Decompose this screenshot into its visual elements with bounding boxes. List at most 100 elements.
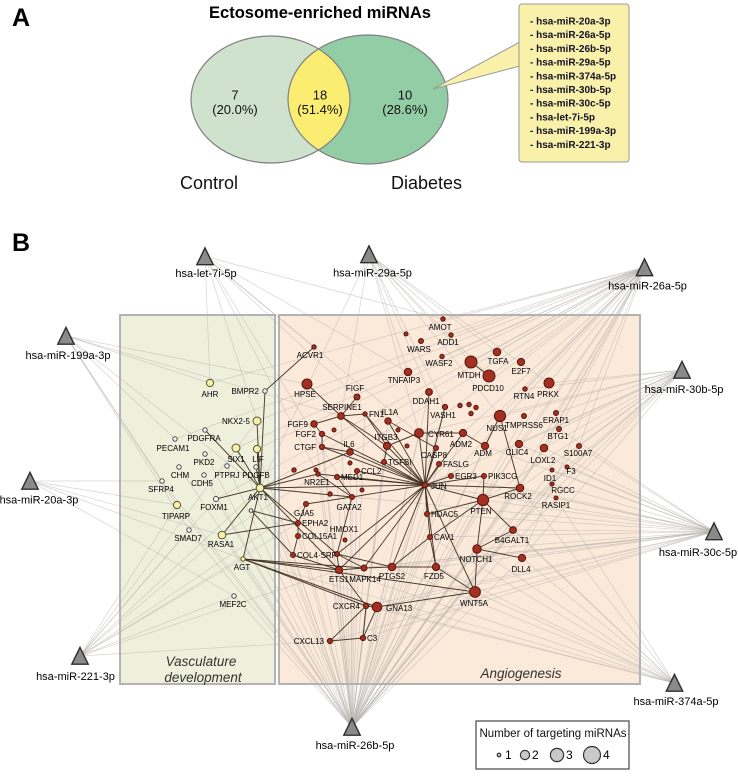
svg-text:- hsa-miR-26a-5p: - hsa-miR-26a-5p	[530, 30, 611, 41]
svg-text:hsa-miR-30c-5p: hsa-miR-30c-5p	[659, 547, 737, 559]
svg-text:ID1: ID1	[544, 474, 557, 483]
svg-text:TGFA: TGFA	[488, 357, 510, 366]
svg-text:S100A7: S100A7	[564, 449, 593, 458]
svg-text:- hsa-miR-374a-5p: - hsa-miR-374a-5p	[530, 71, 616, 82]
svg-text:ADD1: ADD1	[437, 338, 459, 347]
svg-text:FOXM1: FOXM1	[200, 503, 228, 512]
svg-text:MAPK14: MAPK14	[349, 575, 381, 584]
svg-text:Vasculature: Vasculature	[166, 654, 237, 669]
svg-text:EGR3: EGR3	[455, 472, 477, 481]
svg-text:- hsa-miR-29a-5p: - hsa-miR-29a-5p	[530, 58, 611, 69]
svg-text:DLL4: DLL4	[511, 565, 531, 574]
svg-text:CLIC4: CLIC4	[506, 448, 529, 457]
svg-text:GNA13: GNA13	[386, 604, 413, 613]
svg-text:VASH1: VASH1	[430, 411, 456, 420]
svg-text:MTDH: MTDH	[457, 371, 480, 380]
svg-text:CAV1: CAV1	[434, 533, 455, 542]
svg-text:NOTCH1: NOTCH1	[460, 555, 493, 564]
svg-text:CXCL13: CXCL13	[294, 637, 325, 646]
svg-text:CDH5: CDH5	[191, 479, 213, 488]
svg-text:EPHA2: EPHA2	[302, 519, 329, 528]
svg-text:BTG1: BTG1	[548, 432, 569, 441]
svg-text:IL6: IL6	[343, 440, 355, 449]
svg-text:JUN: JUN	[431, 482, 447, 491]
svg-text:(28.6%): (28.6%)	[382, 102, 428, 117]
svg-text:MEF2C: MEF2C	[219, 600, 246, 609]
svg-text:hsa-miR-26b-5p: hsa-miR-26b-5p	[316, 740, 395, 752]
svg-text:MED1: MED1	[341, 473, 364, 482]
svg-text:COL15A1: COL15A1	[302, 532, 338, 541]
svg-text:ETS1: ETS1	[329, 575, 350, 584]
svg-text:(51.4%): (51.4%)	[297, 102, 343, 117]
svg-text:CTGF: CTGF	[294, 443, 316, 452]
svg-text:AKT1: AKT1	[248, 493, 269, 502]
svg-text:FGF9: FGF9	[288, 420, 309, 429]
svg-text:IL1A: IL1A	[382, 408, 399, 417]
svg-text:hsa-miR-221-3p: hsa-miR-221-3p	[36, 671, 115, 683]
svg-text:ERAP1: ERAP1	[543, 416, 570, 425]
svg-text:hsa-let-7i-5p: hsa-let-7i-5p	[175, 268, 236, 280]
svg-text:Number of targeting miRNAs: Number of targeting miRNAs	[480, 728, 627, 740]
svg-text:Ectosome-enriched miRNAs: Ectosome-enriched miRNAs	[209, 4, 431, 22]
svg-text:FASLG: FASLG	[443, 460, 469, 469]
svg-text:GJA5: GJA5	[294, 509, 315, 518]
svg-text:HDAC5: HDAC5	[431, 510, 459, 519]
svg-text:PTGS2: PTGS2	[379, 572, 406, 581]
svg-text:ADM2: ADM2	[450, 440, 473, 449]
svg-text:PTPRJ: PTPRJ	[214, 471, 239, 480]
svg-text:- hsa-miR-26b-5p: - hsa-miR-26b-5p	[530, 44, 611, 55]
svg-text:RTN4: RTN4	[514, 392, 535, 401]
svg-text:ROCK2: ROCK2	[504, 492, 532, 501]
svg-text:SIX1: SIX1	[227, 455, 245, 464]
svg-text:CYR61: CYR61	[428, 430, 454, 439]
svg-text:LOXL2: LOXL2	[531, 456, 556, 465]
svg-text:TIPARP: TIPARP	[162, 512, 190, 521]
svg-text:hsa-miR-30b-5p: hsa-miR-30b-5p	[645, 384, 724, 396]
svg-text:7: 7	[231, 88, 238, 103]
svg-text:- hsa-miR-30b-5p: - hsa-miR-30b-5p	[530, 85, 611, 96]
svg-text:PTEN: PTEN	[470, 507, 492, 516]
svg-text:2: 2	[532, 748, 539, 762]
svg-text:GATA2: GATA2	[336, 503, 362, 512]
svg-text:TGFBI: TGFBI	[388, 458, 412, 467]
svg-text:C3: C3	[367, 634, 378, 643]
svg-text:SERPINE1: SERPINE1	[322, 403, 362, 412]
svg-text:RASIP1: RASIP1	[542, 501, 571, 510]
svg-text:HMOX1: HMOX1	[330, 525, 359, 534]
svg-text:hsa-miR-29a-5p: hsa-miR-29a-5p	[333, 268, 412, 280]
svg-text:PDGFRA: PDGFRA	[187, 434, 221, 443]
svg-text:3: 3	[566, 748, 573, 762]
svg-text:CHM: CHM	[171, 471, 190, 480]
svg-text:CCL2: CCL2	[361, 467, 382, 476]
svg-text:ADM: ADM	[474, 449, 492, 458]
svg-text:PDGFB: PDGFB	[242, 471, 270, 480]
svg-text:FZD5: FZD5	[424, 572, 445, 581]
svg-text:RGCC: RGCC	[551, 486, 575, 495]
svg-text:RASA1: RASA1	[208, 540, 235, 549]
svg-text:TNFAIP3: TNFAIP3	[388, 376, 421, 385]
svg-text:AHR: AHR	[202, 390, 219, 399]
svg-text:hsa-miR-20a-3p: hsa-miR-20a-3p	[0, 495, 78, 507]
svg-text:FGF2: FGF2	[296, 430, 317, 439]
svg-text:NKX2-5: NKX2-5	[222, 417, 251, 426]
svg-text:18: 18	[313, 88, 327, 103]
svg-text:FN1: FN1	[369, 410, 385, 419]
svg-text:AGT: AGT	[234, 563, 251, 572]
svg-text:10: 10	[398, 88, 412, 103]
svg-text:hsa-miR-26a-5p: hsa-miR-26a-5p	[608, 281, 687, 293]
svg-text:CXCR4: CXCR4	[333, 602, 361, 611]
svg-text:Diabetes: Diabetes	[391, 173, 462, 193]
svg-text:(20.0%): (20.0%)	[212, 102, 258, 117]
svg-text:- hsa-miR-30c-5p: - hsa-miR-30c-5p	[530, 99, 611, 110]
svg-text:- hsa-miR-199a-3p: - hsa-miR-199a-3p	[530, 126, 616, 137]
svg-text:PECAM1: PECAM1	[157, 444, 190, 453]
svg-text:Angiogenesis: Angiogenesis	[479, 666, 561, 681]
svg-text:- hsa-let-7i-5p: - hsa-let-7i-5p	[530, 112, 595, 123]
svg-text:LIF: LIF	[252, 455, 264, 464]
svg-text:B4GALT1: B4GALT1	[495, 536, 530, 545]
svg-text:Control: Control	[180, 173, 238, 193]
svg-text:hsa-miR-199a-3p: hsa-miR-199a-3p	[26, 350, 111, 362]
svg-text:1: 1	[505, 748, 512, 762]
svg-text:DDAH1: DDAH1	[412, 397, 440, 406]
svg-text:A: A	[12, 4, 30, 32]
